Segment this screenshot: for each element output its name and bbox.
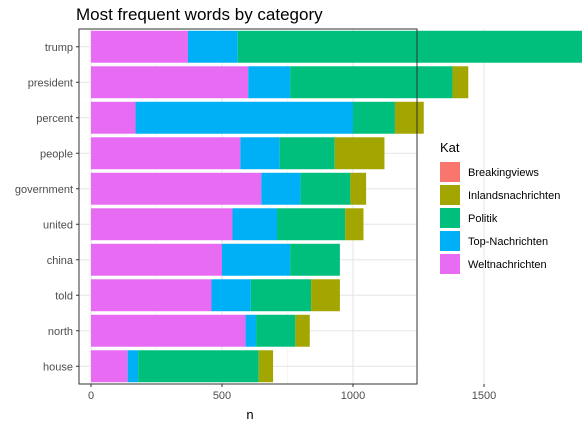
bar-united-politik	[277, 208, 346, 241]
legend-label: Breakingviews	[468, 167, 539, 179]
bar-government-weltnachrichten	[91, 172, 262, 205]
bar-china-top-nachrichten	[222, 243, 291, 276]
bar-people-inlandsnachrichten	[334, 137, 385, 170]
y-tick-label: trump	[45, 42, 73, 54]
bar-government-inlandsnachrichten	[350, 172, 367, 205]
y-tick-label: president	[28, 77, 73, 89]
legend-key-weltnachrichten	[440, 254, 460, 274]
bar-north-weltnachrichten	[91, 314, 246, 347]
legend-key-inlandsnachrichten	[440, 185, 460, 205]
legend-label: Inlandsnachrichten	[468, 190, 560, 202]
panel-border	[78, 28, 418, 385]
bar-china-politik	[290, 243, 340, 276]
x-tick-label: 1000	[341, 390, 365, 402]
bar-told-top-nachrichten	[211, 279, 251, 312]
bar-percent-weltnachrichten	[91, 101, 136, 134]
y-tick-label: people	[40, 148, 73, 160]
y-tick-label: united	[43, 219, 73, 231]
bar-trump-top-nachrichten	[187, 30, 238, 63]
legend-title: Kat	[440, 140, 460, 155]
bar-north-politik	[256, 314, 296, 347]
bar-trump-weltnachrichten	[91, 30, 188, 63]
bar-house-inlandsnachrichten	[258, 350, 274, 383]
bar-house-weltnachrichten	[91, 350, 128, 383]
x-axis-label: n	[246, 407, 253, 422]
chart-title: Most frequent words by category	[76, 5, 323, 24]
bar-united-weltnachrichten	[91, 208, 233, 241]
bar-trump-politik	[237, 30, 582, 63]
bar-house-top-nachrichten	[127, 350, 139, 383]
bar-government-politik	[300, 172, 351, 205]
legend-key-politik	[440, 208, 460, 228]
bar-people-weltnachrichten	[91, 137, 241, 170]
bar-president-inlandsnachrichten	[452, 66, 469, 99]
bar-united-top-nachrichten	[232, 208, 278, 241]
bar-united-inlandsnachrichten	[345, 208, 364, 241]
bar-government-top-nachrichten	[261, 172, 301, 205]
y-tick-label: told	[55, 290, 73, 302]
bar-told-politik	[250, 279, 312, 312]
bar-people-top-nachrichten	[240, 137, 280, 170]
legend-label: Top-Nachrichten	[468, 236, 548, 248]
bar-house-politik	[138, 350, 259, 383]
y-tick-label: north	[48, 326, 73, 338]
y-tick-label: government	[15, 184, 73, 196]
y-tick-label: china	[47, 255, 74, 267]
legend-label: Weltnachrichten	[468, 259, 547, 271]
legend-key-breakingviews	[440, 162, 460, 182]
y-tick-label: house	[43, 361, 73, 373]
bar-north-top-nachrichten	[245, 314, 257, 347]
x-tick-label: 1500	[472, 390, 496, 402]
bar-told-weltnachrichten	[91, 279, 212, 312]
x-tick-label: 0	[88, 390, 94, 402]
bar-president-weltnachrichten	[91, 66, 249, 99]
legend-label: Politik	[468, 213, 498, 225]
plot-area: trump president percent people government uni…	[15, 28, 582, 402]
bar-people-politik	[279, 137, 335, 170]
x-tick-label: 500	[213, 390, 231, 402]
legend: Kat Breakingviews Inlandsnachrichten Polit…	[440, 140, 560, 274]
bar-president-politik	[290, 66, 453, 99]
bar-china-weltnachrichten	[91, 243, 222, 276]
bar-percent-top-nachrichten	[135, 101, 353, 134]
y-tick-label: percent	[36, 113, 73, 125]
bar-president-top-nachrichten	[248, 66, 291, 99]
legend-key-top-nachrichten	[440, 231, 460, 251]
bar-north-inlandsnachrichten	[295, 314, 310, 347]
bar-percent-politik	[353, 101, 395, 134]
bar-told-inlandsnachrichten	[311, 279, 340, 312]
bar-percent-inlandsnachrichten	[394, 101, 424, 134]
